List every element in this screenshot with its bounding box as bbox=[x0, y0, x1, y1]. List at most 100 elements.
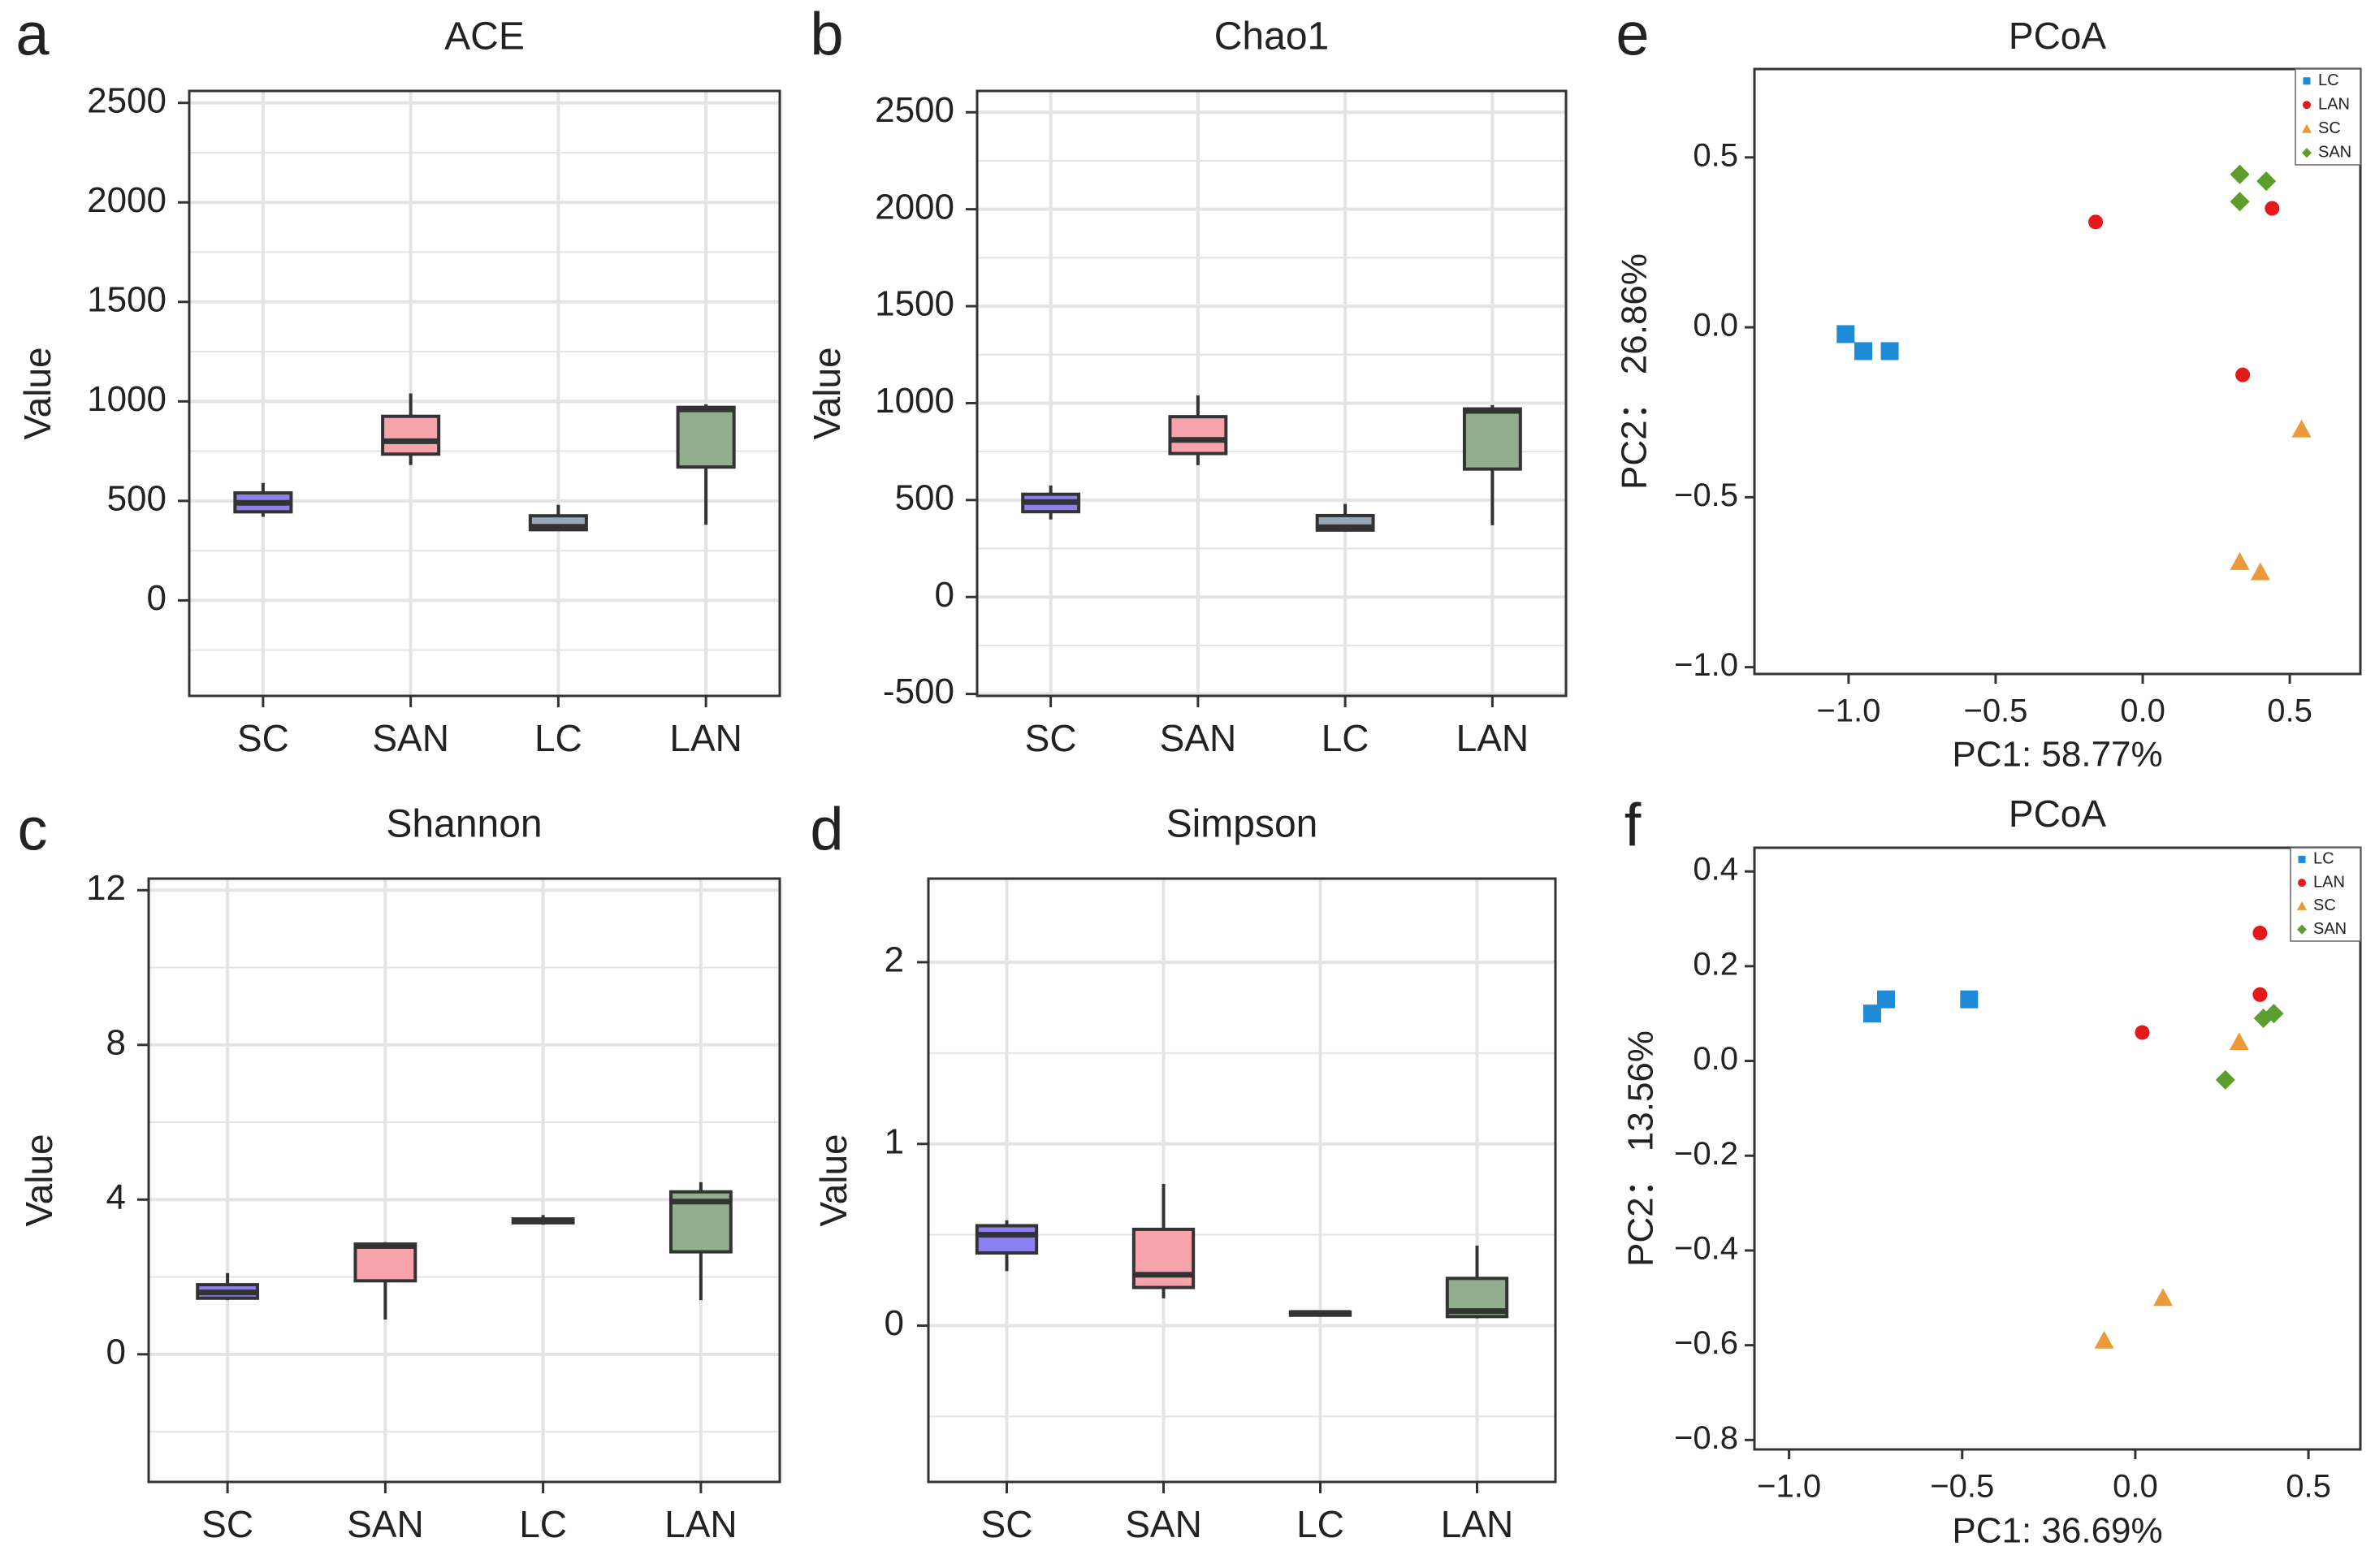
box-lc bbox=[1315, 503, 1375, 532]
legend-swatch bbox=[2298, 879, 2306, 888]
box-iqr bbox=[381, 414, 441, 456]
y-tick-label: 0.4 bbox=[1693, 852, 1738, 888]
x-tick-label: 0.5 bbox=[2286, 1469, 2331, 1505]
x-tick-label: SC bbox=[237, 717, 289, 759]
series-lc bbox=[1862, 990, 1979, 1023]
legend-label: LC bbox=[2318, 71, 2339, 89]
legend-label: SAN bbox=[2313, 920, 2347, 938]
box-lan bbox=[1445, 1246, 1509, 1319]
data-point-square bbox=[1876, 990, 1895, 1009]
data-point-square bbox=[1836, 325, 1855, 343]
chart-title: Shannon bbox=[386, 803, 542, 846]
x-tick-label: LAN bbox=[1441, 1503, 1513, 1545]
box-iqr bbox=[975, 1224, 1039, 1255]
box-san bbox=[1131, 1183, 1196, 1298]
x-tick-label: SAN bbox=[1125, 1503, 1202, 1545]
y-tick-label: 0 bbox=[935, 575, 954, 615]
data-point-square bbox=[1880, 342, 1899, 361]
x-tick-label: SAN bbox=[372, 717, 449, 759]
y-tick-label: 1000 bbox=[875, 381, 954, 421]
y-tick-label: 0.5 bbox=[1693, 137, 1738, 173]
legend: LC LAN SC SAN bbox=[2295, 68, 2361, 166]
x-tick-label: LAN bbox=[669, 717, 742, 759]
plot-area bbox=[149, 879, 780, 1482]
y-tick-label: 2 bbox=[885, 940, 904, 980]
x-tick-label: LC bbox=[1322, 717, 1369, 759]
legend: LC LAN SC SAN bbox=[2290, 847, 2361, 942]
chart-title: PCoA bbox=[2009, 15, 2106, 57]
data-point-triangle bbox=[2291, 419, 2312, 438]
y-tick-label: 500 bbox=[107, 478, 167, 518]
y-tick-label: 0 bbox=[885, 1303, 904, 1343]
y-tick-label: 0.0 bbox=[1693, 1041, 1738, 1077]
x-tick-label: LC bbox=[534, 717, 582, 759]
x-tick-label: SC bbox=[201, 1503, 253, 1545]
plot-area bbox=[928, 879, 1555, 1482]
chart-title: PCoA bbox=[2009, 793, 2106, 835]
plot-frame bbox=[976, 89, 1568, 698]
y-tick-label: 0.0 bbox=[1693, 308, 1738, 343]
box-san bbox=[353, 1242, 417, 1320]
y-tick-label: −0.5 bbox=[1674, 477, 1738, 513]
legend-label: LAN bbox=[2313, 873, 2345, 891]
legend-label: SAN bbox=[2318, 144, 2351, 162]
y-tick-label: 2500 bbox=[87, 80, 167, 120]
y-tick-label: 0 bbox=[147, 578, 167, 618]
x-tick-label: SC bbox=[981, 1503, 1033, 1545]
panel-letter: d bbox=[810, 796, 843, 863]
x-tick-label: SAN bbox=[347, 1503, 424, 1545]
box-iqr bbox=[1131, 1227, 1196, 1289]
y-axis-label: PC2： 26.86% bbox=[1615, 253, 1655, 490]
y-axis-label: Value bbox=[806, 347, 848, 439]
x-tick-label: −1.0 bbox=[1816, 693, 1880, 729]
data-point-circle bbox=[2265, 201, 2280, 216]
legend-label: LC bbox=[2313, 850, 2334, 868]
chart-title: Simpson bbox=[1166, 803, 1318, 846]
x-tick-label: 0.0 bbox=[2113, 1469, 2158, 1505]
box-lc bbox=[528, 504, 588, 532]
x-tick-label: 0.5 bbox=[2267, 693, 2312, 729]
panel-letter: a bbox=[15, 1, 50, 68]
y-tick-label: 1500 bbox=[875, 284, 954, 324]
data-point-square bbox=[1960, 990, 1979, 1009]
legend-swatch bbox=[2303, 77, 2311, 85]
x-tick-label: 0.0 bbox=[2120, 693, 2165, 729]
y-axis-label: PC2： 13.56% bbox=[1621, 1030, 1661, 1267]
x-tick-label: SC bbox=[1025, 717, 1077, 759]
legend-swatch bbox=[2302, 148, 2312, 158]
legend-swatch bbox=[2297, 901, 2307, 910]
y-tick-label: -500 bbox=[883, 672, 954, 711]
y-tick-label: 0.2 bbox=[1693, 946, 1738, 982]
series-sc bbox=[2230, 419, 2312, 581]
chart-title: Chao1 bbox=[1214, 15, 1329, 58]
series-lc bbox=[1836, 325, 1899, 361]
x-tick-label: LAN bbox=[664, 1503, 737, 1545]
y-tick-label: −0.6 bbox=[1674, 1325, 1738, 1361]
data-point-triangle bbox=[2094, 1330, 2114, 1349]
box-lc bbox=[1288, 1310, 1352, 1317]
x-tick-label: −0.5 bbox=[1963, 693, 2027, 729]
y-axis-label: Value bbox=[16, 347, 58, 439]
plot-frame bbox=[927, 877, 1557, 1484]
data-point-circle bbox=[2235, 367, 2251, 382]
x-tick-label: −0.5 bbox=[1930, 1469, 1994, 1505]
y-tick-label: 0 bbox=[106, 1332, 126, 1371]
panel-letter: c bbox=[18, 796, 48, 863]
box-lan bbox=[676, 404, 736, 525]
data-point-circle bbox=[2135, 1025, 2150, 1040]
box-sc bbox=[233, 482, 293, 517]
legend-label: SC bbox=[2313, 896, 2336, 914]
box-iqr bbox=[1168, 415, 1228, 456]
y-tick-label: 4 bbox=[106, 1177, 126, 1217]
plot-frame bbox=[147, 877, 781, 1484]
x-tick-label: LC bbox=[1296, 1503, 1344, 1545]
plot-frame bbox=[1753, 67, 2362, 676]
x-tick-label: LAN bbox=[1456, 717, 1529, 759]
data-point-triangle bbox=[2250, 562, 2270, 581]
panel-letter: b bbox=[810, 1, 843, 68]
y-tick-label: −0.8 bbox=[1674, 1420, 1738, 1456]
legend-label: LAN bbox=[2318, 96, 2350, 114]
y-tick-label: 1 bbox=[885, 1121, 904, 1161]
legend-swatch bbox=[2297, 924, 2307, 935]
